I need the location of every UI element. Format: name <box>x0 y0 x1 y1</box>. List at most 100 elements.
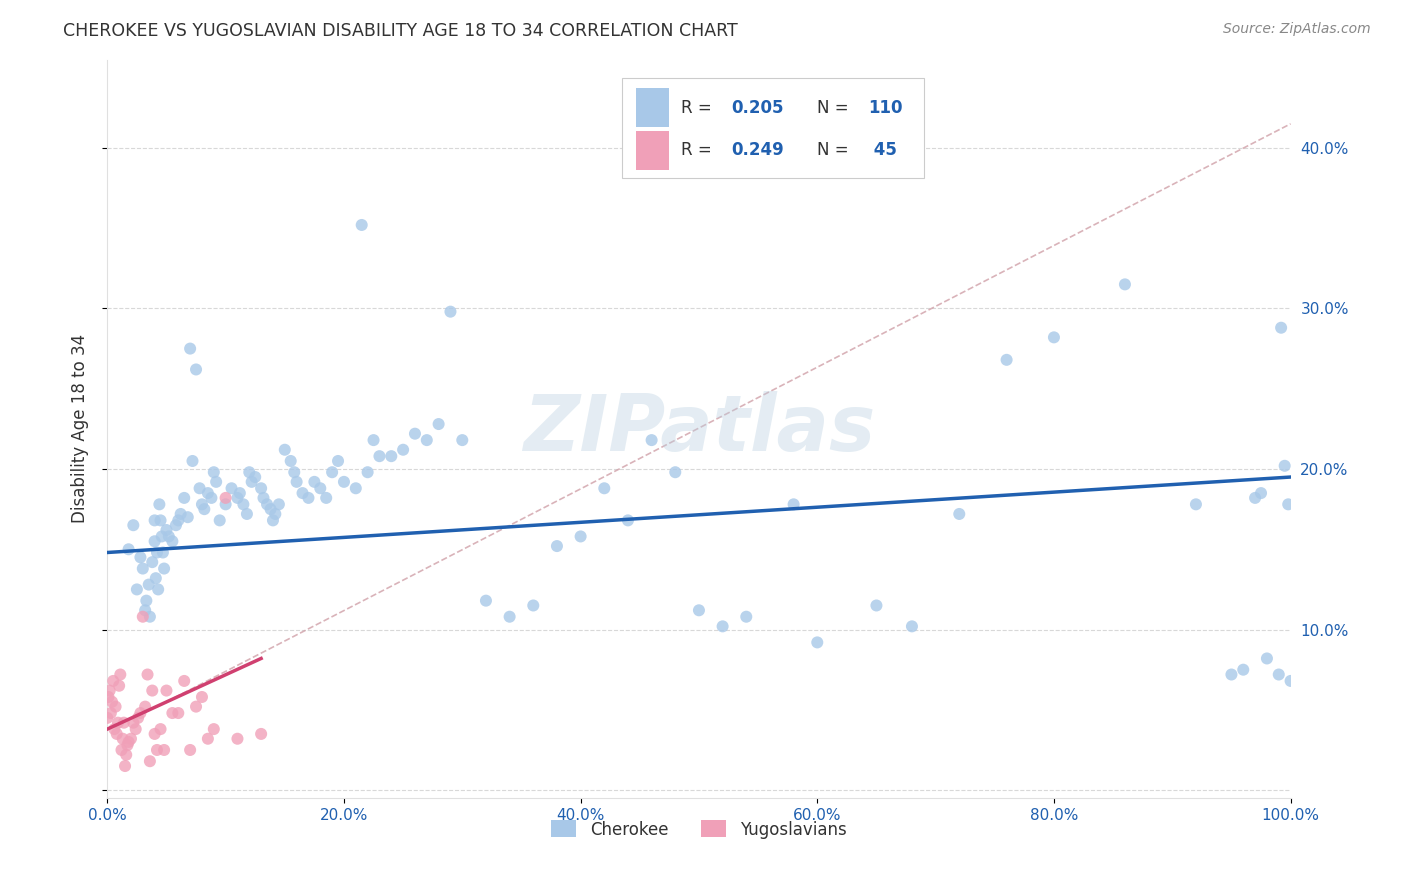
Point <box>127 711 149 725</box>
Point <box>108 679 131 693</box>
Point <box>522 599 544 613</box>
Point <box>283 465 305 479</box>
Point <box>782 497 804 511</box>
Point <box>238 465 260 479</box>
Legend: Cherokee, Yugoslavians: Cherokee, Yugoslavians <box>544 814 853 846</box>
Point <box>711 619 734 633</box>
Point <box>197 486 219 500</box>
Point <box>110 743 132 757</box>
Text: N =: N = <box>817 142 855 160</box>
Point <box>262 513 284 527</box>
Point <box>1220 667 1243 681</box>
Point <box>191 497 214 511</box>
Point <box>250 727 273 741</box>
Point <box>368 449 391 463</box>
Point <box>232 497 254 511</box>
Point <box>1268 667 1291 681</box>
Point <box>129 550 152 565</box>
Point <box>135 593 157 607</box>
Point <box>1185 497 1208 511</box>
Point <box>1277 497 1299 511</box>
Point <box>169 507 191 521</box>
Point <box>110 667 132 681</box>
Point <box>134 603 156 617</box>
Point <box>1250 486 1272 500</box>
Bar <box>637 88 669 127</box>
Point <box>98 683 121 698</box>
Point <box>333 475 356 489</box>
Point <box>188 481 211 495</box>
Point <box>112 715 135 730</box>
Point <box>416 433 439 447</box>
Point <box>546 539 568 553</box>
Point <box>427 417 450 431</box>
Point <box>250 481 273 495</box>
Point <box>157 529 180 543</box>
Point <box>208 513 231 527</box>
Point <box>617 513 640 527</box>
Point <box>321 465 343 479</box>
Point <box>380 449 402 463</box>
Point <box>125 582 148 597</box>
Point <box>177 510 200 524</box>
Point <box>264 507 287 521</box>
Point <box>184 362 207 376</box>
Point <box>309 481 332 495</box>
Point <box>1114 277 1136 292</box>
Point <box>226 731 249 746</box>
Point <box>569 529 592 543</box>
Point <box>865 599 887 613</box>
Point <box>132 561 155 575</box>
Point <box>593 481 616 495</box>
Point <box>111 731 134 746</box>
Point <box>155 683 177 698</box>
Point <box>475 593 498 607</box>
Point <box>214 491 236 505</box>
Point <box>1232 663 1254 677</box>
Point <box>304 475 326 489</box>
Point <box>197 731 219 746</box>
Y-axis label: Disability Age 18 to 34: Disability Age 18 to 34 <box>72 334 89 524</box>
Point <box>735 609 758 624</box>
Point <box>146 743 169 757</box>
Point <box>122 715 145 730</box>
Point <box>404 426 426 441</box>
Point <box>105 727 128 741</box>
Point <box>139 609 162 624</box>
Text: R =: R = <box>681 99 717 117</box>
Point <box>202 465 225 479</box>
Point <box>143 513 166 527</box>
Point <box>117 735 139 749</box>
Point <box>297 491 319 505</box>
Point <box>291 486 314 500</box>
Text: R =: R = <box>681 142 717 160</box>
Point <box>162 706 184 720</box>
Point <box>143 727 166 741</box>
Point <box>392 442 415 457</box>
Point <box>120 731 142 746</box>
Point <box>280 454 302 468</box>
FancyBboxPatch shape <box>621 78 924 178</box>
Point <box>153 743 176 757</box>
Point <box>97 690 120 704</box>
Point <box>240 475 263 489</box>
Point <box>149 722 172 736</box>
Point <box>191 690 214 704</box>
Point <box>221 481 243 495</box>
Text: N =: N = <box>817 99 855 117</box>
Point <box>141 683 163 698</box>
Point <box>200 491 222 505</box>
Point <box>148 497 170 511</box>
Point <box>115 747 138 762</box>
Point <box>148 582 170 597</box>
Point <box>356 465 378 479</box>
Point <box>1043 330 1066 344</box>
Point <box>165 518 187 533</box>
Point <box>326 454 349 468</box>
Point <box>132 609 155 624</box>
Point <box>179 743 201 757</box>
Point <box>139 754 162 768</box>
Point <box>173 491 195 505</box>
Point <box>948 507 970 521</box>
Point <box>101 695 124 709</box>
